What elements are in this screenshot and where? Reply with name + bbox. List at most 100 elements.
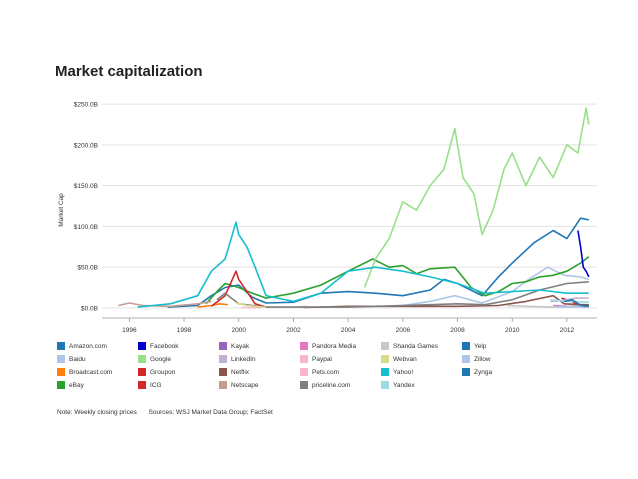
legend-label: Facebook — [150, 342, 179, 350]
legend-item: Paypal — [300, 355, 332, 363]
legend-label: Zynga — [474, 368, 493, 376]
series-line-facebook — [577, 230, 590, 278]
legend-swatch — [138, 342, 146, 350]
legend-label: Amazon.com — [69, 342, 107, 350]
chart-title: Market capitalization — [55, 63, 203, 80]
series-line-webvan — [235, 302, 267, 309]
legend-swatch — [138, 381, 146, 389]
legend-label: Netscape — [231, 381, 259, 389]
legend-swatch — [57, 368, 65, 376]
legend-item: Webvan — [381, 355, 417, 363]
x-tick-label: 2002 — [286, 327, 301, 334]
series-line-zynga — [564, 298, 589, 308]
legend-item: Yandex — [381, 381, 415, 389]
legend-swatch — [138, 355, 146, 363]
y-tick-label: $150.0B — [74, 183, 98, 190]
x-axis: 1996 1998 2000 2002 2004 2006 2008 2010 2012 — [102, 317, 597, 334]
legend-item: Yelp — [462, 342, 486, 350]
legend-swatch — [300, 368, 308, 376]
x-tick-label: 2008 — [450, 327, 465, 334]
y-tick-label: $100.0B — [74, 224, 98, 231]
legend-label: Groupon — [150, 368, 176, 376]
legend-item: Pandora Media — [300, 342, 356, 350]
legend-label: eBay — [69, 381, 84, 389]
legend-item: eBay — [57, 381, 84, 389]
legend-label: Shanda Games — [393, 342, 439, 350]
y-tick-label: $50.0B — [77, 265, 98, 272]
legend-swatch — [300, 355, 308, 363]
legend-label: Yahoo! — [393, 368, 414, 376]
legend-swatch — [381, 342, 389, 350]
legend-item: Groupon — [138, 368, 175, 376]
legend-swatch — [57, 342, 65, 350]
legend-item: Broadcast.com — [57, 368, 112, 376]
legend-swatch — [57, 381, 65, 389]
legend-swatch — [219, 368, 227, 376]
legend-swatch — [300, 342, 308, 350]
note-text: Note: Weekly closing prices — [57, 409, 137, 416]
series-line-amazon-com — [167, 217, 589, 308]
sources-text: Sources: WSJ Market Data Group; FactSet — [148, 409, 273, 416]
legend-swatch — [462, 342, 470, 350]
x-tick-label: 1998 — [177, 327, 192, 334]
legend-item: Pets.com — [300, 368, 339, 376]
legend-item: Netscape — [219, 381, 258, 389]
footnote: Note: Weekly closing prices Sources: WSJ… — [57, 409, 283, 416]
legend-label: Paypal — [312, 355, 332, 363]
legend-swatch — [57, 355, 65, 363]
legend-swatch — [138, 368, 146, 376]
series-line-priceline-com — [216, 281, 589, 308]
legend-item: Shanda Games — [381, 342, 438, 350]
series-line-icg — [210, 270, 267, 308]
legend-label: ICG — [150, 381, 162, 389]
x-tick-label: 2006 — [396, 327, 411, 334]
series-lines — [118, 107, 590, 309]
y-axis-label: Market Cap — [58, 193, 65, 227]
legend-swatch — [300, 381, 308, 389]
legend-item: LinkedIn — [219, 355, 256, 363]
y-axis: $0.0B $50.0B $100.0B $150.0B $200.0B $250.0B — [74, 102, 98, 313]
series-line-yahoo- — [137, 221, 589, 308]
legend-item: Google — [138, 355, 171, 363]
legend-label: Yandex — [393, 381, 415, 389]
legend-item: Amazon.com — [57, 342, 107, 350]
legend-label: Webvan — [393, 355, 417, 363]
legend-label: Google — [150, 355, 171, 363]
x-tick-label: 2000 — [232, 327, 247, 334]
legend-label: Pandora Media — [312, 342, 357, 350]
legend-item: Facebook — [138, 342, 179, 350]
legend-item: ICG — [138, 381, 162, 389]
legend-swatch — [462, 368, 470, 376]
legend-item: Zynga — [462, 368, 492, 376]
legend-swatch — [381, 355, 389, 363]
legend-label: Baidu — [69, 355, 86, 363]
x-tick-label: 1996 — [122, 327, 137, 334]
y-tick-label: $0.0B — [81, 305, 98, 312]
series-line-google — [363, 107, 590, 288]
series-line-broadcast-com — [197, 302, 228, 308]
legend-label: Netflix — [231, 368, 250, 376]
grid — [102, 103, 597, 309]
legend-item: Yahoo! — [381, 368, 413, 376]
legend-swatch — [381, 368, 389, 376]
legend-label: Broadcast.com — [69, 368, 113, 376]
legend-swatch — [219, 381, 227, 389]
legend-item: Zillow — [462, 355, 491, 363]
legend-item: Kayak — [219, 342, 249, 350]
legend-item: priceline.com — [300, 381, 350, 389]
legend-swatch — [219, 355, 227, 363]
legend-item: Baidu — [57, 355, 86, 363]
legend-swatch — [381, 381, 389, 389]
legend-label: priceline.com — [312, 381, 351, 389]
x-tick-label: 2012 — [560, 327, 575, 334]
legend-item: Netflix — [219, 368, 249, 376]
legend-label: Kayak — [231, 342, 250, 350]
series-line-ebay — [205, 255, 590, 305]
legend-label: Pets.com — [312, 368, 340, 376]
x-tick-label: 2004 — [341, 327, 356, 334]
y-tick-label: $200.0B — [74, 142, 98, 149]
y-tick-label: $250.0B — [74, 102, 98, 109]
legend-label: Zillow — [474, 355, 491, 363]
legend-swatch — [219, 342, 227, 350]
